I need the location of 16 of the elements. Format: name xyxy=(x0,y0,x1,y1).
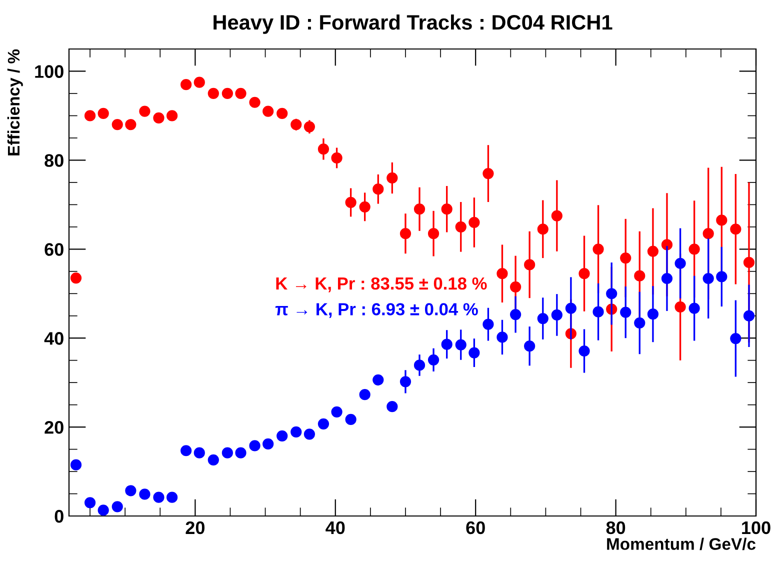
x-axis-title: Momentum / GeV/c xyxy=(607,538,756,550)
x-tick-label: 40 xyxy=(326,521,345,534)
y-tick-label: 60 xyxy=(44,243,64,256)
y-axis-title: Efficiency / % xyxy=(7,49,23,156)
series-label: K → K, Pr : 83.55 ± 0.18 % xyxy=(276,277,487,292)
x-tick-label: 60 xyxy=(466,521,485,534)
y-tick-label: 20 xyxy=(44,420,64,434)
x-tick-label: 100 xyxy=(742,521,770,534)
x-tick-label: 80 xyxy=(606,521,626,534)
y-tick-label: 100 xyxy=(35,65,64,78)
y-tick-label: 80 xyxy=(44,154,64,167)
series-label: π → K, Pr : 6.93 ± 0.04 % xyxy=(275,303,478,318)
x-tick-label: 20 xyxy=(186,521,204,534)
y-tick-label: 0 xyxy=(54,510,64,523)
y-tick-label: 40 xyxy=(44,332,64,345)
chart-title: Heavy ID : Forward Tracks : DC04 RICH1 xyxy=(214,14,612,34)
